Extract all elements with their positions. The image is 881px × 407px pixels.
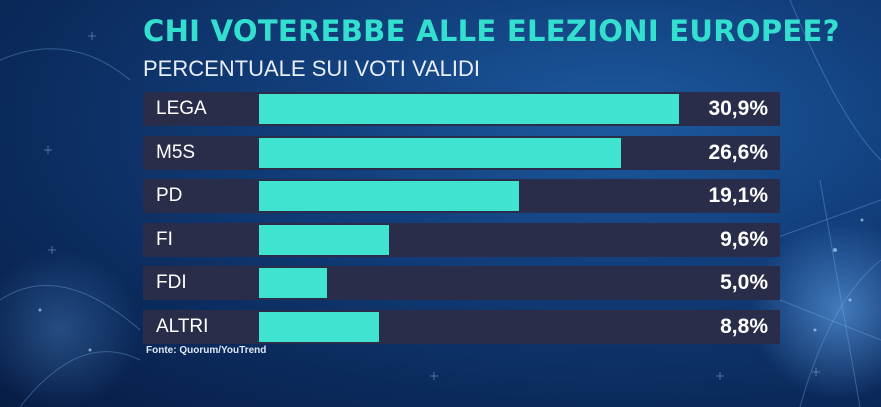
bar-value-label: 8,8% (720, 314, 768, 338)
bar (259, 181, 519, 211)
bar-value-label: 5,0% (720, 271, 768, 294)
bar (259, 137, 621, 168)
bar-row: ALTRI 8,8% (143, 309, 780, 344)
bar (259, 94, 679, 124)
bar-value-label: 26,6% (708, 140, 768, 164)
bar-row: FI 9,6% (143, 222, 780, 257)
bar-value-label: 9,6% (720, 227, 768, 251)
bar-value-label: 19,1% (708, 184, 768, 207)
bar-label: M5S (156, 141, 196, 163)
bar-label: LEGA (156, 98, 207, 119)
bar-value-label: 30,9% (708, 97, 768, 120)
bar-track (259, 224, 679, 255)
bar-row: LEGA 30,9% (143, 92, 780, 126)
bar-row: PD 19,1% (143, 179, 780, 213)
bar-track (259, 268, 679, 298)
bar (259, 224, 390, 255)
bar-label: PD (156, 185, 183, 206)
bar (259, 268, 327, 298)
source-note: Fonte: Quorum/YouTrend (146, 345, 267, 356)
chart-subtitle: PERCENTUALE SUI VOTI VALIDI (143, 56, 481, 81)
bar-label: ALTRI (156, 315, 209, 337)
bar-chart: LEGA 30,9% M5S 26,6% PD 19,1% FI 9,6% FDI 5,0% ALT… (143, 92, 780, 353)
chart-title: CHI VOTEREBBE ALLE ELEZIONI EUROPEE? (143, 14, 840, 48)
bar-row: M5S 26,6% (143, 135, 780, 170)
bar-label: FDI (156, 272, 187, 293)
bar (259, 311, 379, 342)
bar-track (259, 181, 679, 211)
bar-label: FI (156, 228, 173, 250)
bar-track (259, 311, 679, 342)
bar-row: FDI 5,0% (143, 266, 780, 300)
bar-track (259, 94, 679, 124)
bar-track (259, 137, 679, 168)
